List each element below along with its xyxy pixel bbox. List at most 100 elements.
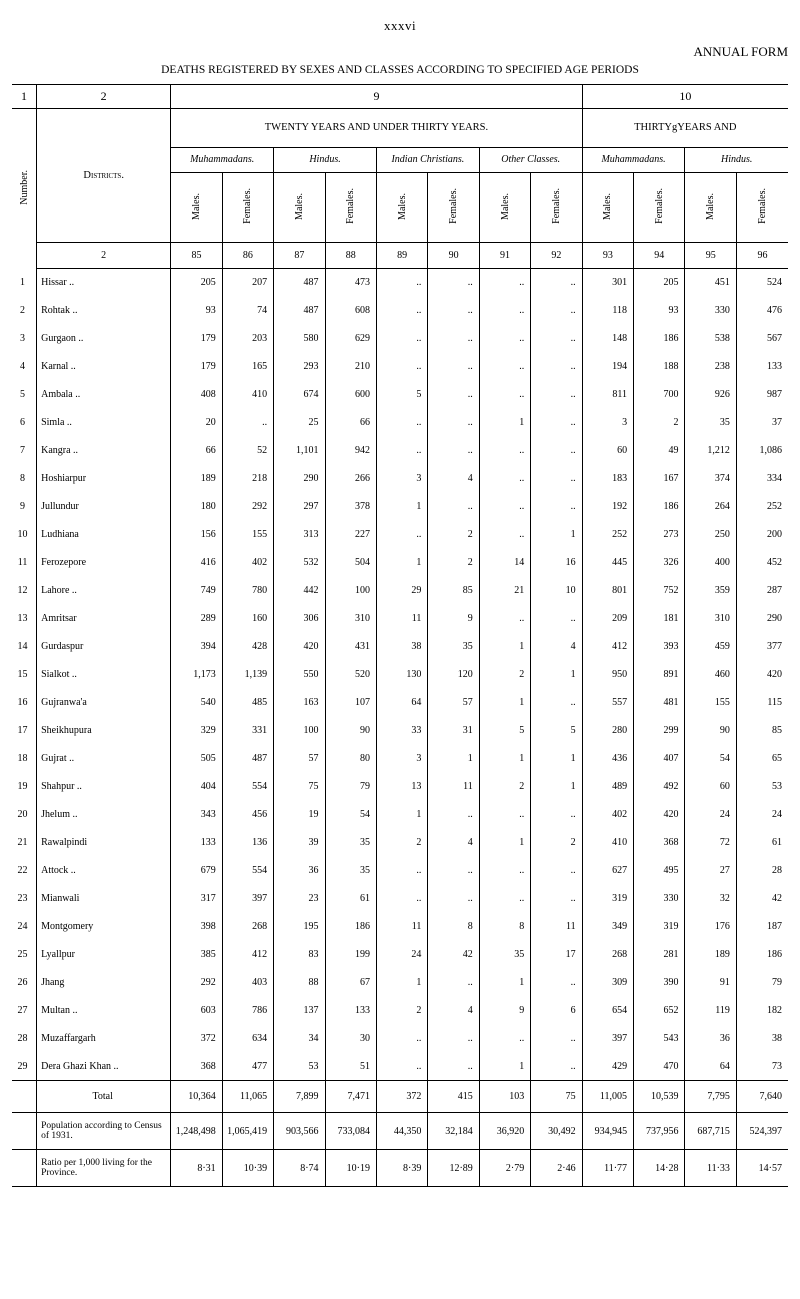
cell: 334 [736, 465, 788, 493]
table-row: 25Lyallpur385412831992442351726828118918… [12, 941, 788, 969]
cell: 1 [479, 829, 530, 857]
table-row: 14Gurdaspur39442842043138351441239345937… [12, 633, 788, 661]
cell: 17 [531, 941, 582, 969]
cell: 61 [736, 829, 788, 857]
mf-88: Females. [345, 188, 356, 224]
pop-88: 733,084 [325, 1113, 376, 1150]
cell: 194 [582, 353, 633, 381]
mf-95: Males. [705, 193, 716, 220]
total-89: 372 [376, 1081, 427, 1113]
cell: 752 [634, 577, 685, 605]
cell: 400 [685, 549, 736, 577]
cell: 209 [582, 605, 633, 633]
row-number: 18 [12, 745, 37, 773]
cell: 186 [325, 913, 376, 941]
mf-94: Females. [654, 188, 665, 224]
cell: 29 [376, 577, 427, 605]
cell: .. [531, 493, 582, 521]
population-label: Population according to Census of 1931. [37, 1113, 171, 1150]
table-row: 7Kangra ..66521,101942........60491,2121… [12, 437, 788, 465]
coln-85: 85 [171, 243, 222, 269]
coln-93: 93 [582, 243, 633, 269]
cell: 218 [222, 465, 273, 493]
cell: 19 [274, 801, 325, 829]
top-col-1: 1 [12, 85, 37, 109]
cell: 2 [376, 829, 427, 857]
cell: 186 [634, 325, 685, 353]
cell: 481 [634, 689, 685, 717]
pop-92: 30,492 [531, 1113, 582, 1150]
row-number: 28 [12, 1025, 37, 1053]
table-row: 13Amritsar289160306310119....20918131029… [12, 605, 788, 633]
row-number: 2 [12, 297, 37, 325]
cell: 476 [736, 297, 788, 325]
table-row: 6Simla ..20..2566....1..323537 [12, 409, 788, 437]
total-87: 7,899 [274, 1081, 325, 1113]
coln-92: 92 [531, 243, 582, 269]
cell: 28 [736, 857, 788, 885]
cell: .. [531, 1053, 582, 1081]
cell: 61 [325, 885, 376, 913]
cell: 35 [479, 941, 530, 969]
total-label: Total [37, 1081, 171, 1113]
cell: 189 [171, 465, 222, 493]
district-name: Ludhiana [37, 521, 171, 549]
districts-header: Districts. [37, 109, 171, 243]
cell: 21 [479, 577, 530, 605]
cell: 1 [479, 1053, 530, 1081]
row-number: 1 [12, 269, 37, 297]
cell: 1 [376, 549, 427, 577]
total-90: 415 [428, 1081, 479, 1113]
cell: 301 [582, 269, 633, 297]
table-row: 26Jhang29240388671..1..3093909179 [12, 969, 788, 997]
group-muhammadans-1: Muhammadans. [171, 147, 274, 173]
district-name: Rohtak .. [37, 297, 171, 325]
row-number: 13 [12, 605, 37, 633]
group-hindus-1: Hindus. [274, 147, 377, 173]
table-row: 3Gurgaon ..179203580629........148186538… [12, 325, 788, 353]
cell: 554 [222, 857, 273, 885]
cell: 35 [428, 633, 479, 661]
cell: 37 [736, 409, 788, 437]
cell: .. [428, 801, 479, 829]
pop-85: 1,248,498 [171, 1113, 222, 1150]
cell: 180 [171, 493, 222, 521]
cell: .. [479, 885, 530, 913]
cell: .. [479, 493, 530, 521]
cell: 2 [479, 661, 530, 689]
cell: 167 [634, 465, 685, 493]
cell: 10 [531, 577, 582, 605]
cell: 4 [428, 465, 479, 493]
cell: 36 [685, 1025, 736, 1053]
group-hindus-2: Hindus. [685, 147, 788, 173]
cell: .. [376, 353, 427, 381]
total-96: 7,640 [736, 1081, 788, 1113]
cell: 397 [582, 1025, 633, 1053]
cell: 207 [222, 269, 273, 297]
cell: .. [479, 381, 530, 409]
row-number: 25 [12, 941, 37, 969]
cell: .. [531, 801, 582, 829]
cell: 459 [685, 633, 736, 661]
table-row: 9Jullundur1802922973781......19218626425… [12, 493, 788, 521]
group-muhammadans-2: Muhammadans. [582, 147, 685, 173]
pop-93: 934,945 [582, 1113, 633, 1150]
cell: 950 [582, 661, 633, 689]
cell: 36 [274, 857, 325, 885]
table-row: 15Sialkot ..1,1731,139550520130120219508… [12, 661, 788, 689]
ratio-label: Ratio per 1,000 living for the Province. [37, 1150, 171, 1187]
cell: 85 [428, 577, 479, 605]
mf-87: Males. [294, 193, 305, 220]
cell: 11 [376, 913, 427, 941]
cell: 238 [685, 353, 736, 381]
table-row: 12Lahore ..74978044210029852110801752359… [12, 577, 788, 605]
cell: 91 [685, 969, 736, 997]
cell: 359 [685, 577, 736, 605]
cell: 252 [582, 521, 633, 549]
cell: 397 [222, 885, 273, 913]
cell: 412 [582, 633, 633, 661]
main-table: 1 2 9 10 Number. Districts. TWENTY YEARS… [12, 84, 788, 1187]
mf-96: Females. [757, 188, 768, 224]
cell: 54 [685, 745, 736, 773]
cell: 54 [325, 801, 376, 829]
